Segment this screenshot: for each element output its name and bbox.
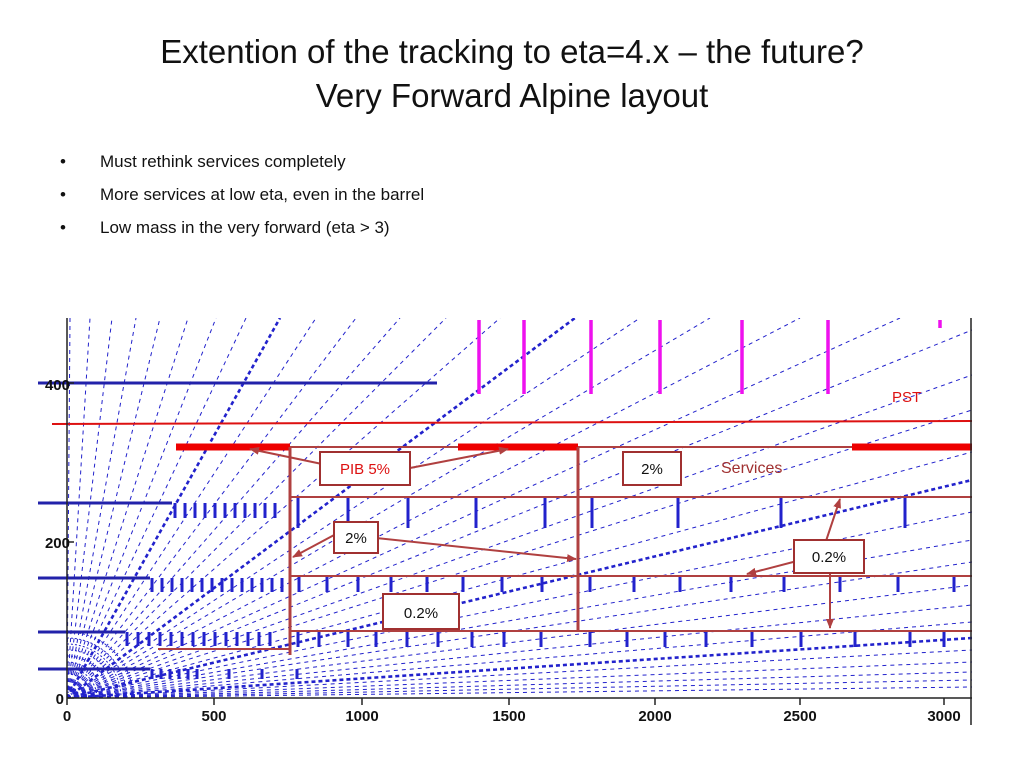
bullet-text: More services at low eta, even in the ba… xyxy=(100,185,425,204)
ring-arc xyxy=(67,661,104,698)
bullet-text: Must rethink services completely xyxy=(100,152,346,171)
bullet-item: • Must rethink services completely xyxy=(60,150,424,183)
y-ticks xyxy=(67,382,74,699)
pst-label: PST xyxy=(892,389,921,406)
ring-arc xyxy=(67,649,116,698)
y-tick-label: 0 xyxy=(56,691,64,708)
x-tick-label: 2000 xyxy=(638,708,671,725)
eta-ray xyxy=(67,318,113,698)
forward-discs xyxy=(477,320,942,394)
arrow xyxy=(746,560,798,576)
y-tick-label: 200 xyxy=(45,535,70,552)
annotation-arrows xyxy=(249,446,841,629)
pib-label: PIB 5% xyxy=(340,461,390,478)
bullet-item: • Low mass in the very forward (eta > 3) xyxy=(60,216,424,249)
x-ticks xyxy=(66,698,945,705)
arrow xyxy=(409,446,509,469)
label-02-right: 0.2% xyxy=(812,549,846,566)
label-2pct-right: 2% xyxy=(641,461,663,478)
eta-ray xyxy=(67,318,161,698)
y-tick-label: 400 xyxy=(45,377,70,394)
eta-ray xyxy=(67,374,972,698)
x-tick-label: 1000 xyxy=(345,708,378,725)
x-tick-label: 1500 xyxy=(492,708,525,725)
x-tick-label: 2500 xyxy=(783,708,816,725)
detector-layers xyxy=(38,381,973,671)
eta-ray xyxy=(67,318,91,698)
ring-arc xyxy=(67,673,92,698)
axes xyxy=(66,318,972,725)
bullet-dot-icon: • xyxy=(60,185,66,204)
eta-ray xyxy=(67,318,137,698)
title-line-2: Very Forward Alpine layout xyxy=(315,77,709,114)
title-line-1: Extention of the tracking to eta=4.x – t… xyxy=(160,33,864,70)
eta-ray xyxy=(67,478,972,698)
x-tick-label: 0 xyxy=(63,708,71,725)
eta-ray xyxy=(67,686,972,698)
label-box-2pct-mid: 2% xyxy=(333,521,379,554)
eta-ray xyxy=(67,671,972,698)
ring-arc xyxy=(67,679,86,698)
layer-modules xyxy=(125,498,956,679)
label-box-02-bottom: 0.2% xyxy=(382,593,460,630)
eta-ray xyxy=(67,318,357,698)
arrow xyxy=(825,498,841,542)
eta-ray xyxy=(67,318,711,698)
eta-ray xyxy=(67,584,972,698)
label-2pct-mid: 2% xyxy=(345,530,367,547)
eta-ray xyxy=(67,318,501,698)
label-02-bottom: 0.2% xyxy=(404,605,438,622)
eta-ray xyxy=(67,318,801,698)
label-box-2pct-right: 2% xyxy=(622,451,682,486)
eta-rays xyxy=(67,318,972,698)
services-label: Services xyxy=(721,460,782,477)
bullet-item: • More services at low eta, even in the b… xyxy=(60,183,424,216)
eta-ray xyxy=(67,318,447,698)
eta-ray xyxy=(67,649,972,698)
eta-ray xyxy=(67,661,972,698)
label-box-02-right: 0.2% xyxy=(793,539,865,574)
pst-line xyxy=(51,420,973,425)
bullet-dot-icon: • xyxy=(60,152,66,171)
eta-ray xyxy=(67,318,317,698)
y-tick-labels: 0 200 400 xyxy=(45,377,70,708)
eta-ray xyxy=(67,318,641,698)
bullet-text: Low mass in the very forward (eta > 3) xyxy=(100,218,390,237)
pib-label-box: PIB 5% xyxy=(319,451,411,486)
eta-ray xyxy=(67,318,247,698)
eta-ray xyxy=(67,318,901,698)
eta-ray xyxy=(67,329,972,698)
x-tick-label: 500 xyxy=(201,708,226,725)
arrow xyxy=(292,533,337,558)
bullet-dot-icon: • xyxy=(60,218,66,237)
x-tick-label: 3000 xyxy=(927,708,960,725)
x-tick-labels: 0 500 1000 1500 2000 2500 3000 xyxy=(63,708,961,725)
slide-title: Extention of the tracking to eta=4.x – t… xyxy=(0,30,1024,118)
eta-ray xyxy=(67,318,576,698)
eta-ray xyxy=(67,539,972,698)
arrow xyxy=(249,446,323,465)
eta-ray xyxy=(67,679,972,698)
bullet-list: • Must rethink services completely • More … xyxy=(60,150,424,249)
arrow xyxy=(375,537,577,563)
ring-arc xyxy=(67,685,80,698)
